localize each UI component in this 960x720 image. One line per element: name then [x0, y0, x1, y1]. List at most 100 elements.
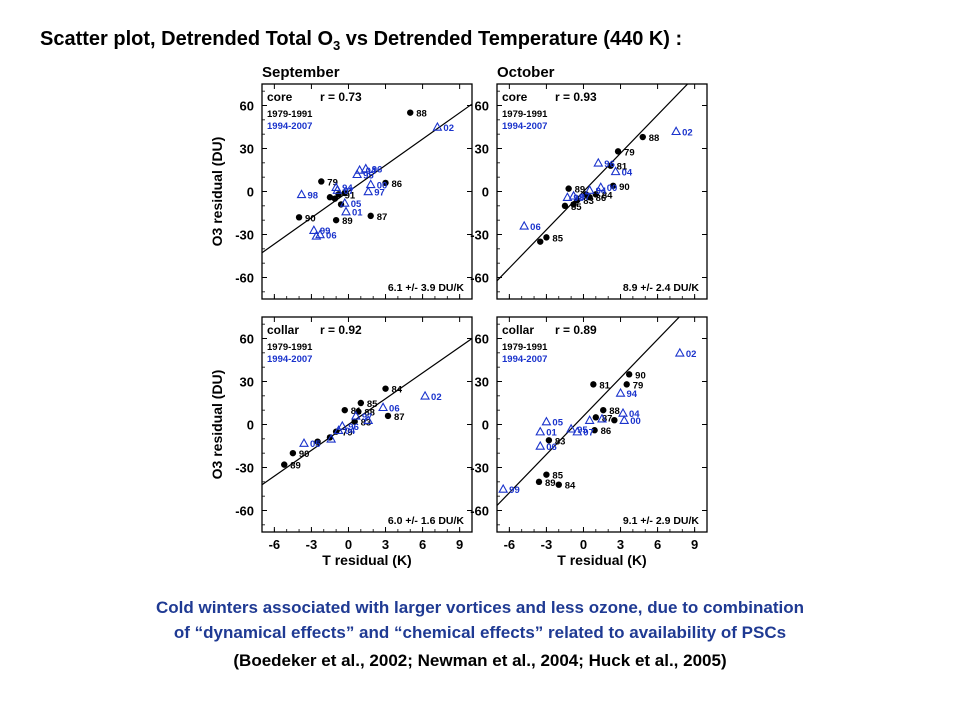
y-tick-label: 30: [475, 375, 489, 390]
legend-period-2: 1994-2007: [267, 121, 312, 132]
data-point-circle: [341, 406, 348, 414]
data-point-triangle: [593, 157, 604, 167]
data-label: 04: [629, 409, 640, 420]
data-label: 96: [372, 165, 383, 176]
x-tick-label: 9: [691, 537, 698, 552]
x-tick-label: 0: [345, 537, 352, 552]
data-point-triangle: [568, 190, 579, 200]
data-point-triangle: [350, 410, 361, 420]
data-label: 98: [308, 190, 319, 201]
data-point-circle: [555, 481, 562, 488]
data-point-triangle: [308, 225, 319, 234]
data-point-triangle: [674, 347, 685, 357]
data-point-circle: [625, 371, 633, 378]
data-label: 06: [530, 222, 541, 233]
data-point-triangle: [618, 407, 628, 417]
data-label: 01: [546, 428, 557, 439]
data-label: 00: [607, 183, 618, 194]
data-point-circle: [351, 418, 358, 425]
legend-period-1: 1979-1991: [502, 342, 548, 353]
data-label: 07: [583, 428, 594, 439]
data-label: 87: [377, 212, 388, 223]
y-tick-label: 60: [475, 99, 489, 114]
y-tick-label: -30: [235, 228, 254, 243]
x-axis-label: T residual (K): [322, 552, 411, 568]
data-point-circle: [543, 471, 550, 478]
data-point-circle: [295, 214, 303, 221]
data-point-triangle: [541, 416, 552, 426]
data-label: 90: [299, 449, 310, 460]
y-tick-label: -30: [470, 228, 489, 243]
data-point-circle: [331, 195, 339, 202]
data-label: 96: [348, 422, 359, 433]
data-label: 89: [290, 461, 301, 472]
data-label: 84: [392, 385, 403, 396]
data-point-circle: [545, 437, 553, 444]
x-tick-label: 3: [382, 537, 389, 552]
data-point-triangle: [615, 387, 626, 397]
legend-period-2: 1994-2007: [502, 121, 547, 132]
x-tick-label: -3: [541, 537, 553, 552]
data-label: 06: [546, 442, 557, 453]
data-label: 00: [377, 180, 388, 191]
caption-line-1: Cold winters associated with larger vort…: [155, 598, 805, 617]
data-point-circle: [607, 162, 614, 169]
correlation-label: r = 0.93: [555, 90, 597, 104]
data-label: 97: [374, 188, 385, 199]
data-point-triangle: [363, 186, 374, 196]
data-label: 81: [599, 380, 610, 391]
y-tick-label: 30: [475, 142, 489, 157]
data-label: 88: [649, 133, 660, 144]
y-tick-label: 60: [475, 332, 489, 347]
correlation-label: r = 0.89: [555, 323, 597, 337]
region-label: core: [502, 90, 528, 104]
data-point-circle: [561, 202, 569, 210]
x-tick-label: -6: [504, 537, 516, 552]
title-suffix: vs Detrended Temperature (440 K) :: [340, 28, 683, 50]
data-point-triangle: [326, 433, 337, 443]
data-point-triangle: [333, 425, 344, 434]
data-point-circle: [314, 438, 321, 445]
data-point-triangle: [299, 438, 309, 447]
data-point-circle: [590, 381, 597, 388]
data-point-circle: [384, 412, 392, 420]
data-label: 81: [351, 406, 362, 417]
data-label: 90: [635, 370, 646, 381]
data-label: 05: [310, 439, 321, 450]
data-label: 98: [573, 193, 584, 204]
data-label: 97: [580, 192, 591, 203]
data-point-circle: [537, 238, 544, 245]
region-label: collar: [502, 323, 534, 337]
y-tick-label: 60: [240, 332, 254, 347]
data-point-circle: [570, 201, 577, 208]
data-label: 99: [320, 226, 331, 237]
data-point-circle: [565, 185, 572, 192]
slope-label: 8.9 +/- 2.4 DU/K: [623, 282, 700, 294]
data-point-circle: [535, 478, 543, 486]
data-point-circle: [600, 406, 607, 414]
data-point-circle: [318, 178, 325, 185]
data-label: 02: [682, 127, 693, 138]
data-point-triangle: [584, 415, 595, 424]
correlation-label: r = 0.92: [320, 323, 362, 337]
data-point-triangle: [595, 182, 606, 191]
data-label: 87: [394, 412, 405, 423]
data-point-circle: [639, 133, 646, 141]
region-label: collar: [267, 323, 299, 337]
y-axis-label: O3 residual (DU): [209, 137, 225, 247]
correlation-label: r = 0.73: [320, 90, 362, 104]
data-point-triangle: [535, 426, 546, 436]
data-point-triangle: [341, 206, 351, 216]
legend-period-2: 1994-2007: [502, 354, 547, 365]
data-point-circle: [609, 182, 617, 189]
regression-line: [262, 338, 472, 486]
y-tick-label: -60: [235, 271, 254, 286]
data-point-circle: [611, 417, 618, 424]
x-tick-label: -6: [269, 537, 281, 552]
x-tick-label: 3: [617, 537, 624, 552]
data-point-circle: [326, 194, 334, 201]
x-tick-label: 6: [654, 537, 661, 552]
data-label: 84: [565, 481, 576, 492]
data-label: 02: [686, 349, 697, 360]
